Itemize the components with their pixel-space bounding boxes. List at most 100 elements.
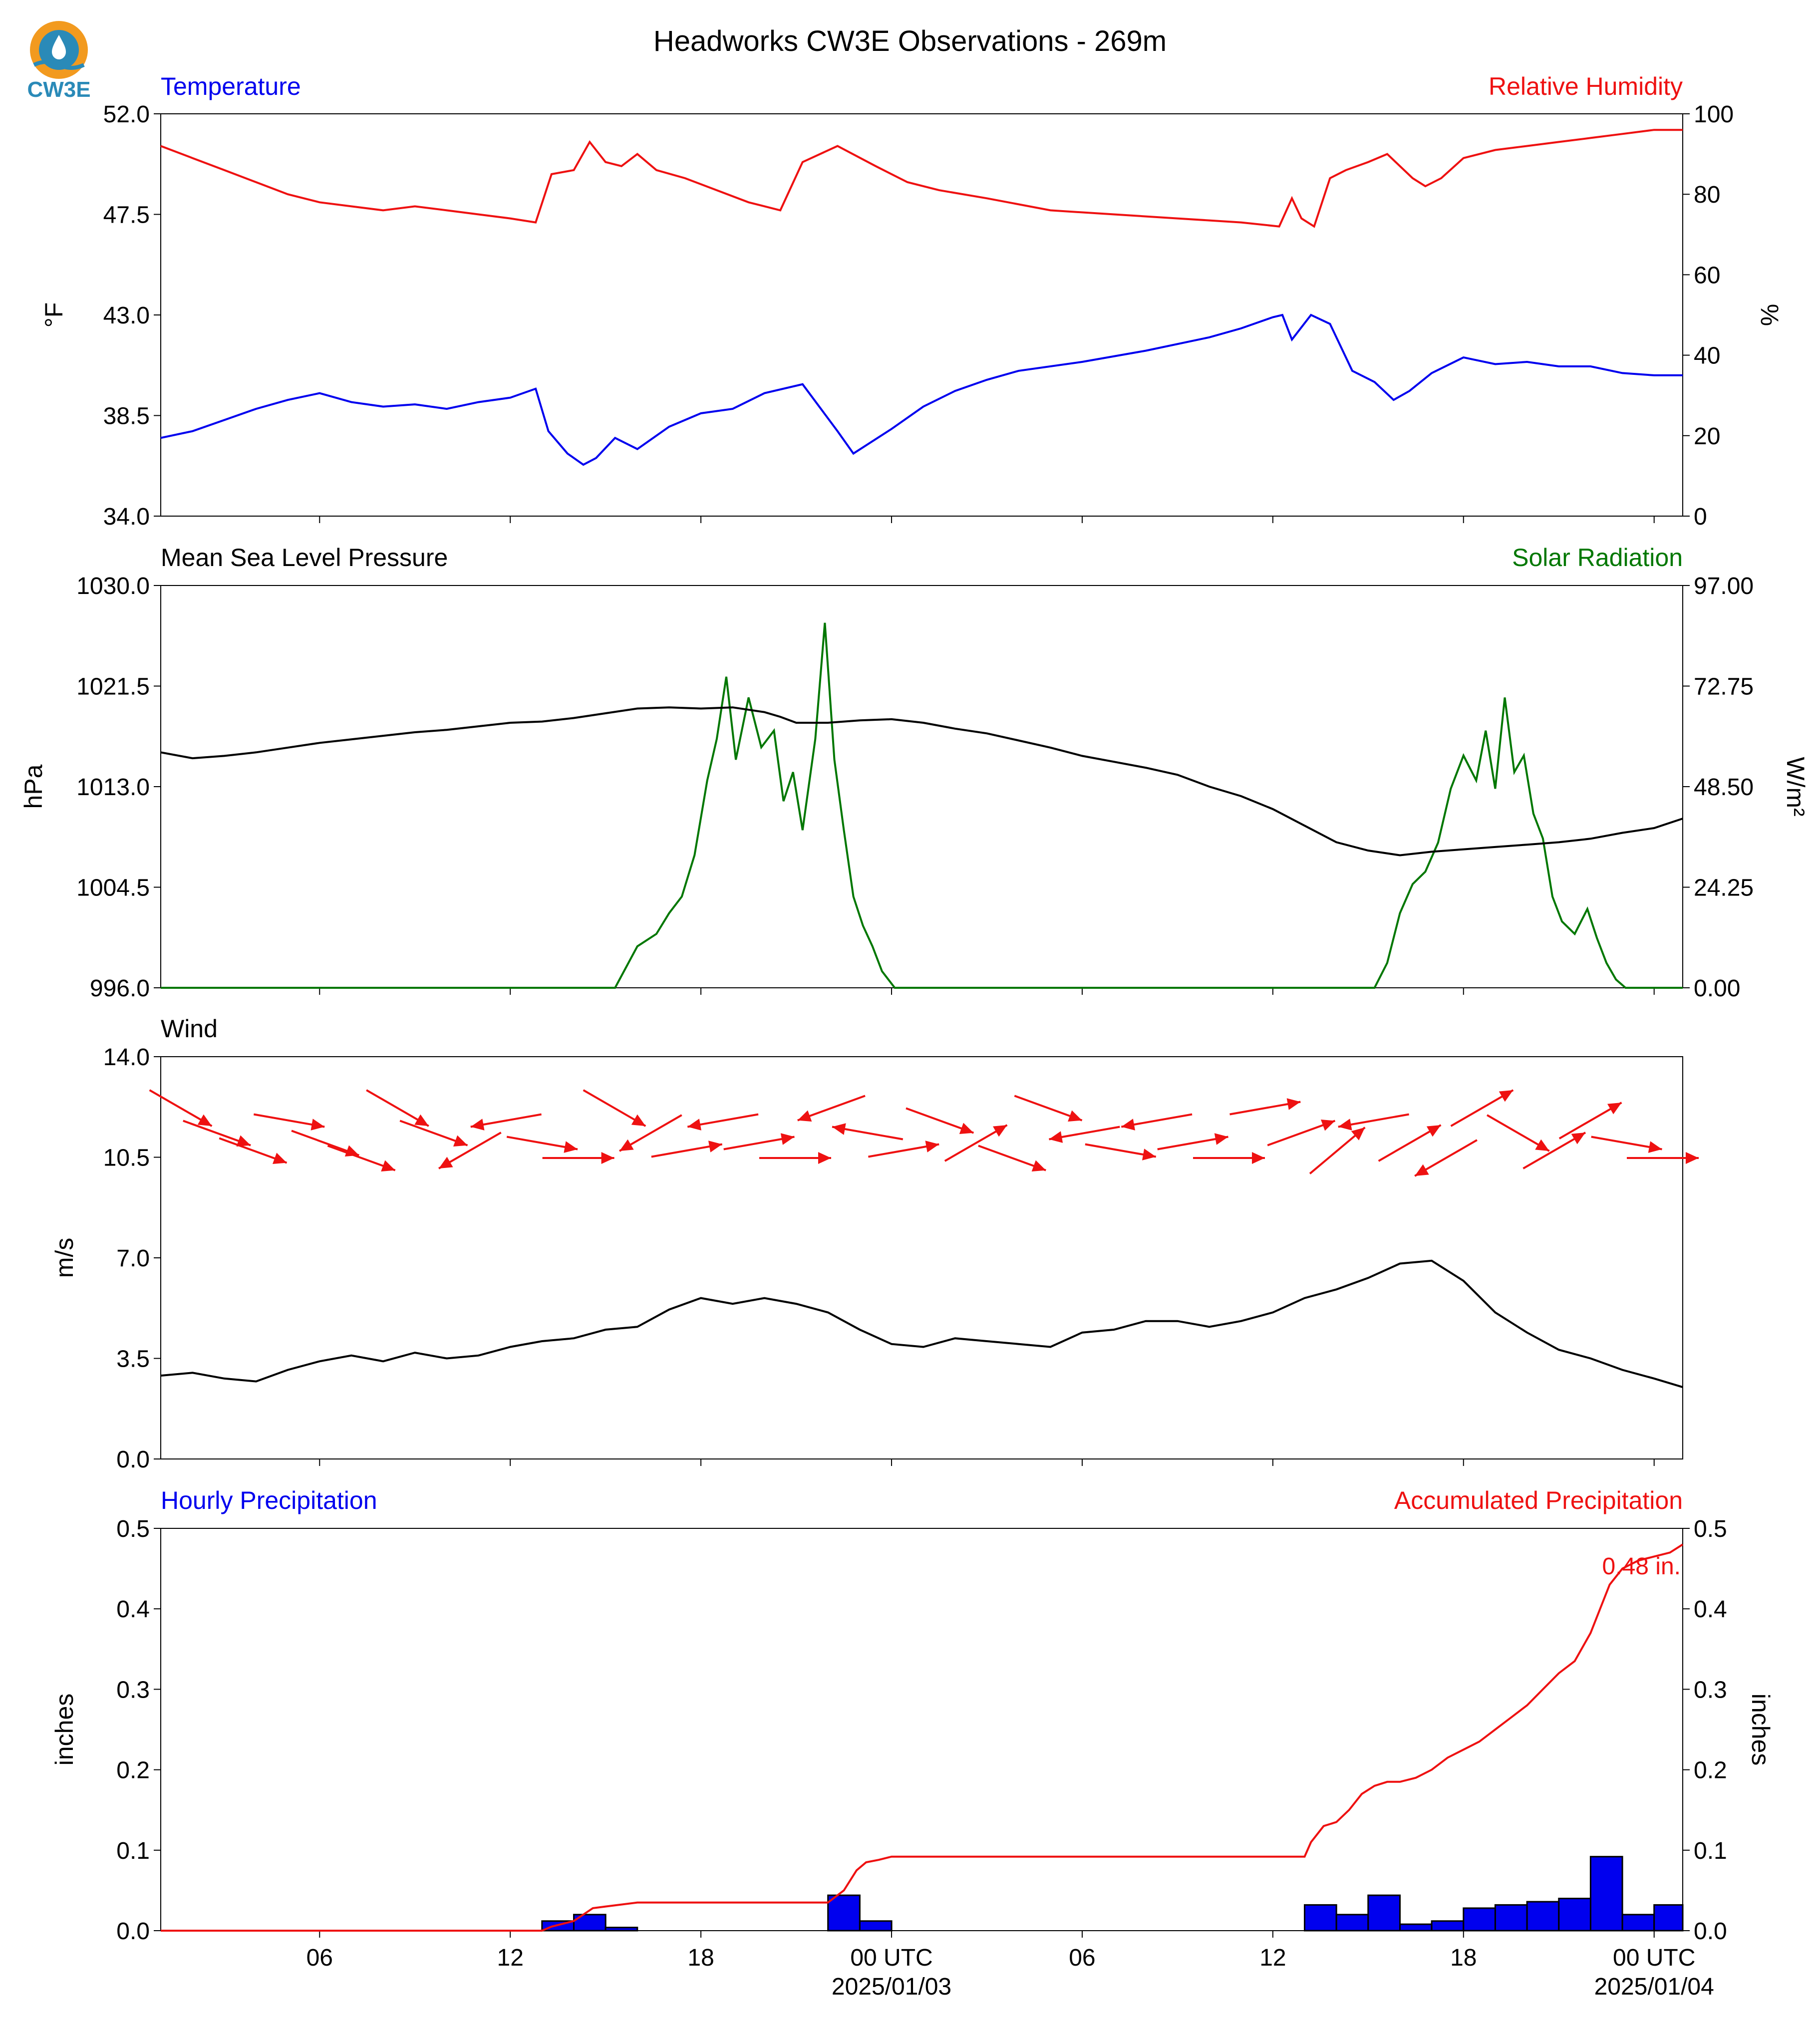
wind-arrow xyxy=(1049,1126,1120,1143)
cw3e-logo: CW3E xyxy=(27,21,91,102)
wind-arrow xyxy=(1450,1089,1514,1127)
y-tick-label: 0.3 xyxy=(1694,1677,1727,1703)
date-label: 2025/01/04 xyxy=(1594,1974,1714,2000)
y-tick-label: 0.0 xyxy=(1694,1918,1727,1945)
y-tick-label: 14.0 xyxy=(103,1044,150,1071)
wind-arrow xyxy=(506,1136,578,1153)
date-label: 2025/01/03 xyxy=(832,1974,951,2000)
y-tick-label: 0.5 xyxy=(116,1516,150,1542)
panel-frame xyxy=(160,1056,1683,1459)
temperature-axis-label: °F xyxy=(40,302,68,328)
wind-arrow xyxy=(1267,1120,1336,1147)
y-tick-label: 0.2 xyxy=(116,1757,150,1784)
time-ticks xyxy=(319,1931,1655,1938)
precip-bar xyxy=(1589,1856,1623,1932)
wind-arrow xyxy=(723,1133,795,1151)
precip-bar xyxy=(1653,1904,1684,1932)
wind-axis-label: m/s xyxy=(50,1238,78,1278)
y-tick-label: 10.5 xyxy=(103,1145,150,1171)
accum-total-annotation: 0.48 in. xyxy=(1602,1553,1681,1580)
wind-arrow xyxy=(1378,1124,1442,1162)
y-tick-label: 0.4 xyxy=(1694,1596,1727,1623)
temperature-ticks: 34.0 38.5 43.0 47.5 52.0 xyxy=(103,101,161,530)
humidity-axis-label: % xyxy=(1756,304,1784,326)
x-tick-label: 00 UTC xyxy=(850,1945,932,1971)
precip-axis-label: inches xyxy=(50,1694,78,1766)
wind-arrow xyxy=(618,1114,682,1152)
logo-wave-icon xyxy=(33,60,85,70)
time-axis-labels: 06 12 18 00 UTC 06 12 18 00 UTC 2025/01/03 2025/0… xyxy=(306,1945,1714,2000)
time-ticks xyxy=(319,1459,1655,1466)
y-tick-label: 1004.5 xyxy=(76,875,150,901)
wind-arrow xyxy=(183,1120,251,1147)
precip-bar xyxy=(1399,1923,1433,1932)
y-tick-label: 40 xyxy=(1694,343,1720,369)
y-tick-label: 100 xyxy=(1694,101,1734,128)
wind-arrow xyxy=(1414,1139,1478,1177)
wind-arrow xyxy=(906,1107,974,1134)
x-tick-label: 06 xyxy=(306,1945,333,1971)
wind-arrow xyxy=(253,1113,325,1131)
accum-precip-title: Accumulated Precipitation xyxy=(1394,1486,1683,1514)
wind-arrow xyxy=(399,1120,468,1147)
precip-bar xyxy=(1431,1920,1465,1932)
time-ticks xyxy=(319,988,1655,995)
wind-arrow xyxy=(944,1124,1008,1162)
solar-axis-label: W/m² xyxy=(1782,757,1810,816)
wind-arrow xyxy=(759,1152,831,1164)
y-tick-label: 0.3 xyxy=(116,1677,150,1703)
x-tick-label: 06 xyxy=(1069,1945,1095,1971)
wind-panel: Wind m/s 0.0 3.5 7.0 10.5 14.0 xyxy=(50,1015,1699,1473)
y-tick-label: 43.0 xyxy=(103,302,150,329)
y-tick-label: 1013.0 xyxy=(76,774,150,801)
wind-speed-series-line xyxy=(160,1259,1683,1389)
wind-arrow xyxy=(1486,1114,1550,1152)
precip-bar xyxy=(605,1927,638,1932)
precip-bar xyxy=(1526,1901,1560,1932)
pressure-axis-label: hPa xyxy=(19,764,47,809)
wind-arrow xyxy=(1558,1102,1622,1140)
precip-bar xyxy=(1558,1898,1592,1932)
wind-arrow xyxy=(542,1152,614,1164)
temperature-humidity-panel: Temperature Relative Humidity °F % 34.03… xyxy=(40,72,1784,530)
wind-arrow xyxy=(1014,1095,1083,1122)
wind-arrow xyxy=(1193,1152,1265,1164)
y-tick-label: 34.0 xyxy=(103,504,150,530)
y-tick-label: 0.2 xyxy=(1694,1757,1727,1784)
y-tick-label: 97.00 xyxy=(1694,573,1754,599)
y-tick-label: 48.50 xyxy=(1694,774,1754,801)
wind-arrow xyxy=(1085,1143,1157,1160)
wind-arrow xyxy=(366,1089,429,1127)
wind-arrow xyxy=(1121,1113,1193,1131)
pressure-title: Mean Sea Level Pressure xyxy=(161,544,448,572)
y-tick-label: 0.0 xyxy=(116,1918,150,1945)
y-tick-label: 0.5 xyxy=(1694,1516,1727,1542)
wind-arrow xyxy=(687,1113,759,1131)
y-tick-label: 0.0 xyxy=(116,1447,150,1473)
y-tick-label: 996.0 xyxy=(90,975,150,1002)
y-tick-label: 38.5 xyxy=(103,403,150,430)
y-tick-label: 0.00 xyxy=(1694,975,1740,1002)
precip-bar xyxy=(827,1894,861,1932)
x-tick-label: 12 xyxy=(497,1945,524,1971)
wind-arrow xyxy=(797,1095,866,1122)
precip-bar xyxy=(859,1920,893,1932)
precip-ticks: 0.0 0.1 0.2 0.3 0.4 0.5 xyxy=(116,1516,161,1945)
wind-arrow xyxy=(651,1141,723,1158)
accum-axis-label: inches xyxy=(1747,1694,1775,1766)
pressure-solar-panel: Mean Sea Level Pressure Solar Radiation … xyxy=(19,544,1810,1002)
pressure-series-line xyxy=(160,706,1683,857)
accum-precip-series-line xyxy=(161,1543,1684,1932)
wind-direction-arrows xyxy=(149,1089,1699,1177)
precip-bar xyxy=(1367,1894,1401,1932)
panel-frame xyxy=(160,1528,1683,1931)
x-tick-label: 12 xyxy=(1259,1945,1286,1971)
wind-arrow xyxy=(327,1145,396,1171)
wind-arrow xyxy=(1627,1152,1699,1164)
accum-ticks: 0.0 0.1 0.2 0.3 0.4 0.5 xyxy=(1683,1516,1727,1945)
logo-drop-icon xyxy=(52,35,66,59)
wind-speed-ticks: 0.0 3.5 7.0 10.5 14.0 xyxy=(103,1044,161,1473)
humidity-ticks: 0 20 40 60 80 100 xyxy=(1683,101,1734,530)
y-tick-label: 1030.0 xyxy=(76,573,150,599)
